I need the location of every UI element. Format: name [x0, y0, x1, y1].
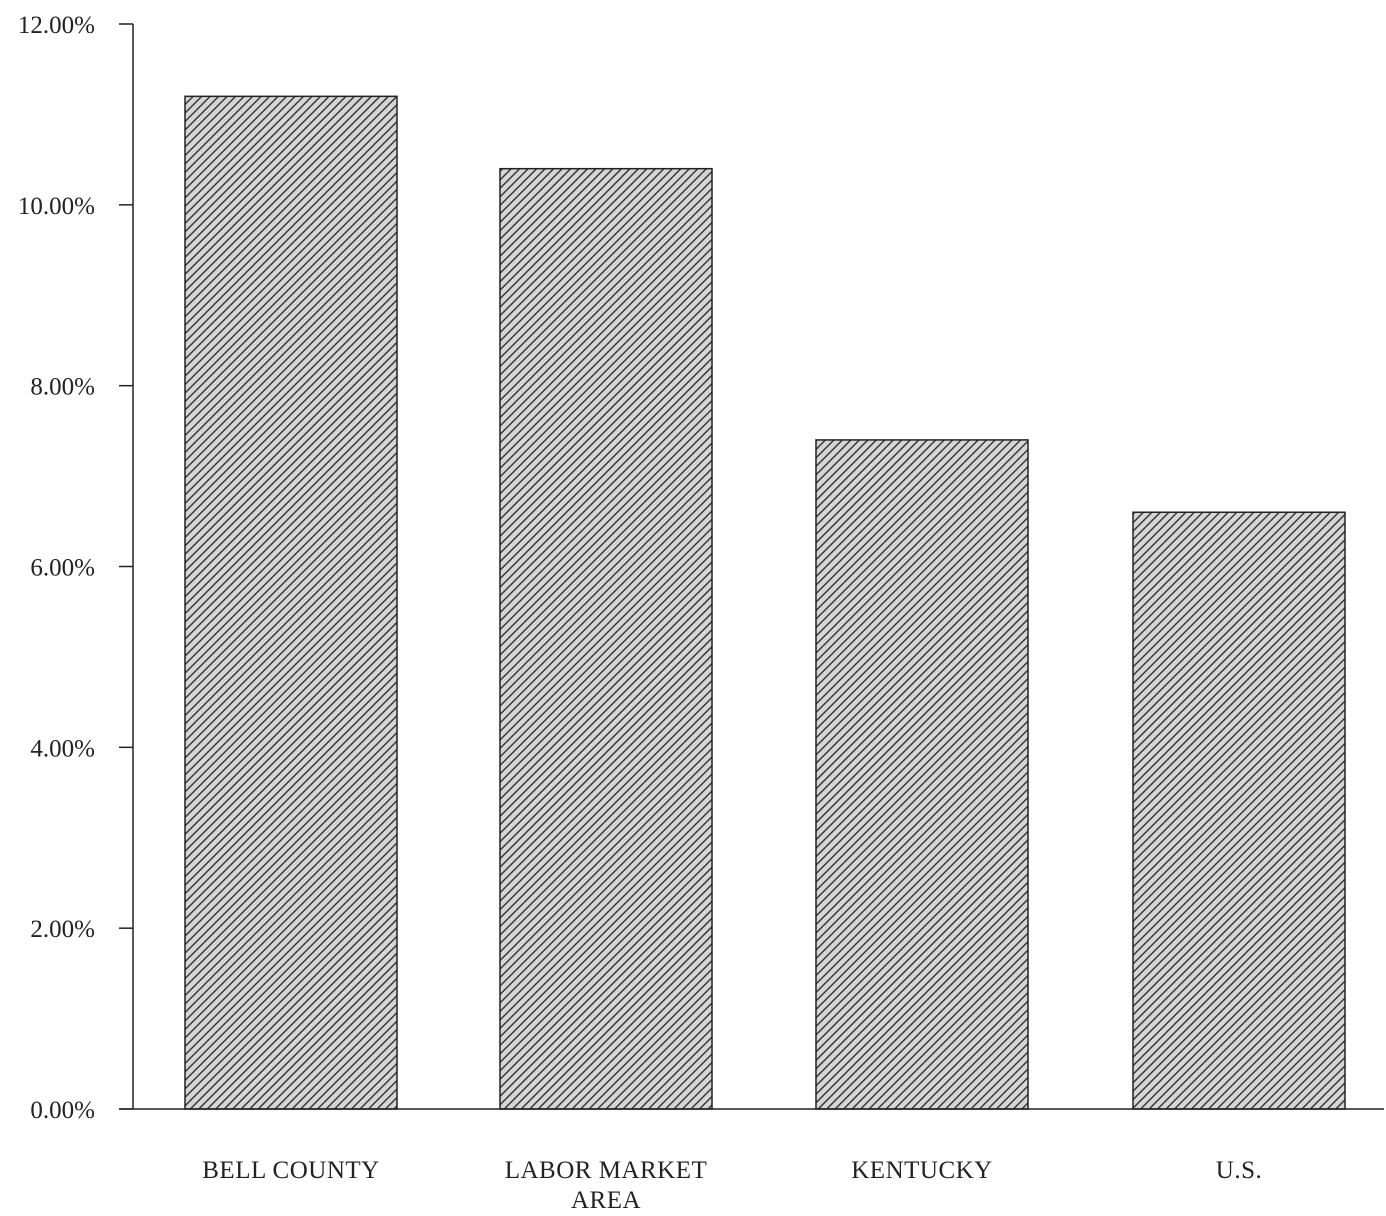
- x-tick-label: U.S.: [1216, 1157, 1262, 1184]
- x-tick-label-line: BELL COUNTY: [202, 1157, 379, 1184]
- x-axis-labels: BELL COUNTY LABOR MARKET AREA KENTUCKY U.S.: [202, 1157, 1262, 1214]
- bar: [815, 439, 1029, 1110]
- y-axis: 0.00% 2.00% 4.00% 6.00% 8.00% 10.00% 12.00%: [18, 12, 134, 1124]
- y-tick-label: 6.00%: [30, 555, 95, 582]
- y-tick-label: 2.00%: [30, 916, 95, 943]
- bars: [184, 95, 1346, 1110]
- y-tick-label: 12.00%: [18, 12, 95, 39]
- x-tick-label: BELL COUNTY: [202, 1157, 379, 1184]
- bar: [1132, 511, 1346, 1110]
- bar: [499, 167, 713, 1110]
- x-tick-label-line: KENTUCKY: [851, 1157, 993, 1184]
- x-tick-label: LABOR MARKET AREA: [505, 1157, 708, 1214]
- x-tick-label: KENTUCKY: [851, 1157, 993, 1184]
- x-tick-label-line: LABOR MARKET: [505, 1157, 708, 1184]
- y-tick-label: 4.00%: [30, 735, 95, 762]
- bar: [184, 95, 398, 1110]
- x-tick-label-line: AREA: [571, 1187, 641, 1214]
- y-tick-label: 10.00%: [18, 193, 95, 220]
- y-tick-label: 0.00%: [30, 1097, 95, 1124]
- x-tick-label-line: U.S.: [1216, 1157, 1262, 1184]
- y-tick-label: 8.00%: [30, 374, 95, 401]
